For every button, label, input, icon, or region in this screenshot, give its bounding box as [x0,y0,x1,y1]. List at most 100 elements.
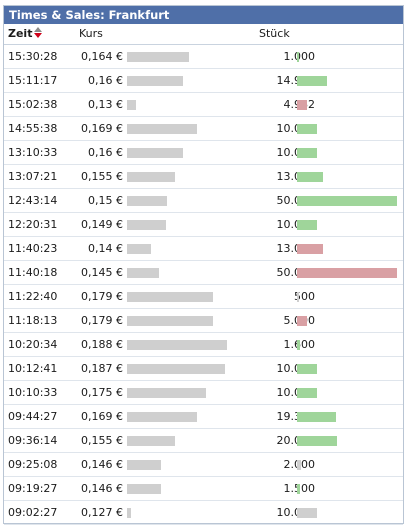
sort-up-down-icon[interactable] [34,27,43,39]
trade-price: 0,145 € [81,266,123,279]
volume-bar-buy [297,196,397,206]
volume-bar-neutral [297,460,301,470]
price-bar [127,316,213,326]
trade-volume: 1.000 [283,50,316,63]
trade-time: 10:10:33 [8,386,58,399]
trade-row: 11:40:23 0,14 €13.000 [4,237,403,261]
trade-time: 15:30:28 [8,50,58,63]
trade-row: 12:20:31 0,149 €10.000 [4,213,403,237]
trade-row: 09:19:270,146 €1.500 [4,477,403,501]
price-bar [127,244,151,254]
trade-row: 12:43:14 0,15 €50.000 [4,189,403,213]
volume-bar-buy [297,340,300,350]
trade-price: 0,146 € [81,458,123,471]
trade-time: 13:10:33 [8,146,58,159]
trade-row: 09:44:27 0,169 €19.344 [4,405,403,429]
volume-bar-buy [297,484,300,494]
volume-bar-neutral [297,292,299,302]
trade-time: 10:12:41 [8,362,58,375]
trade-time: 12:20:31 [8,218,58,231]
trade-row: 11:40:18 0,145 €50.000 [4,261,403,285]
volume-bar-sell [297,268,397,278]
trade-row: 14:55:38 0,169 €10.000 [4,117,403,141]
trade-time: 14:55:38 [8,122,58,135]
trade-price: 0,14 € [88,242,123,255]
trade-row: 09:36:14 0,155 €20.000 [4,429,403,453]
column-header-price[interactable]: Kurs [79,27,103,40]
trade-time: 09:19:27 [8,482,58,495]
trade-row: 15:30:28 0,164 € 1.000 [4,45,403,69]
trade-price: 0,155 € [81,170,123,183]
volume-bar-buy [297,364,317,374]
trade-price: 0,169 € [81,410,123,423]
volume-bar-sell [297,316,307,326]
trade-price: 0,146 € [81,482,123,495]
trade-price: 0,16 € [88,74,123,87]
trade-row: 10:10:33 0,175 €10.000 [4,381,403,405]
volume-bar-buy [297,388,317,398]
trade-price: 0,187 € [81,362,123,375]
times-and-sales-widget: Times & Sales: Frankfurt Zeit Kurs Stück… [3,5,404,525]
column-header-volume[interactable]: Stück [259,27,290,40]
trade-price: 0,155 € [81,434,123,447]
trade-row: 13:07:21 0,155 €13.000 [4,165,403,189]
price-bar [127,508,131,518]
trade-price: 0,149 € [81,218,123,231]
trade-row: 11:18:130,179 €5.000 [4,309,403,333]
trades-list: 15:30:28 0,164 €1.000 15:11:17 0,16 €14.982… [4,45,403,525]
trade-price: 0,175 € [81,386,123,399]
trade-price: 0,127 € [81,506,123,519]
trade-time: 09:25:08 [8,458,58,471]
trade-time: 15:11:17 [8,74,58,87]
trade-time: 11:18:13 [8,314,58,327]
price-bar [127,172,175,182]
price-bar [127,52,189,62]
price-bar [127,412,197,422]
column-header-time-label: Zeit [8,27,33,40]
trade-price: 0,16 € [88,146,123,159]
volume-bar-sell [297,244,323,254]
volume-bar-sell [297,100,307,110]
price-bar [127,436,175,446]
price-bar [127,148,183,158]
volume-bar-buy [297,76,327,86]
volume-bar-buy [297,148,317,158]
trade-row: 09:02:27 0,127 €10.000 [4,501,403,525]
trade-time: 11:40:23 [8,242,58,255]
trade-row: 11:22:40 0,179 € 500 [4,285,403,309]
volume-bar-buy [297,52,299,62]
trade-time: 09:36:14 [8,434,58,447]
price-bar [127,484,161,494]
trade-row: 15:02:380,13 €4.982 [4,93,403,117]
trade-time: 11:40:18 [8,266,58,279]
volume-bar-buy [297,412,336,422]
trade-row: 09:25:080,146 €2.000 [4,453,403,477]
trade-row: 10:20:340,188 €1.600 [4,333,403,357]
trade-time: 09:44:27 [8,410,58,423]
volume-bar-buy [297,124,317,134]
trade-time: 13:07:21 [8,170,58,183]
trade-price: 0,179 € [81,290,123,303]
trade-price: 0,179 € [81,314,123,327]
column-header-time[interactable]: Zeit [8,27,43,41]
trade-time: 11:22:40 [8,290,58,303]
price-bar [127,364,225,374]
price-bar [127,76,183,86]
column-header: Zeit Kurs Stück [4,24,403,45]
trade-time: 15:02:38 [8,98,58,111]
trade-row: 15:11:17 0,16 €14.982 [4,69,403,93]
volume-bar-buy [297,436,337,446]
price-bar [127,388,206,398]
trade-price: 0,15 € [88,194,123,207]
price-bar [127,340,227,350]
trade-time: 12:43:14 [8,194,58,207]
trade-price: 0,13 € [88,98,123,111]
trade-price: 0,164 € [81,50,123,63]
price-bar [127,124,197,134]
trade-volume: 500 [294,290,315,303]
volume-bar-buy [297,172,323,182]
trade-time: 09:02:27 [8,506,58,519]
price-bar [127,460,161,470]
price-bar [127,100,136,110]
price-bar [127,196,167,206]
